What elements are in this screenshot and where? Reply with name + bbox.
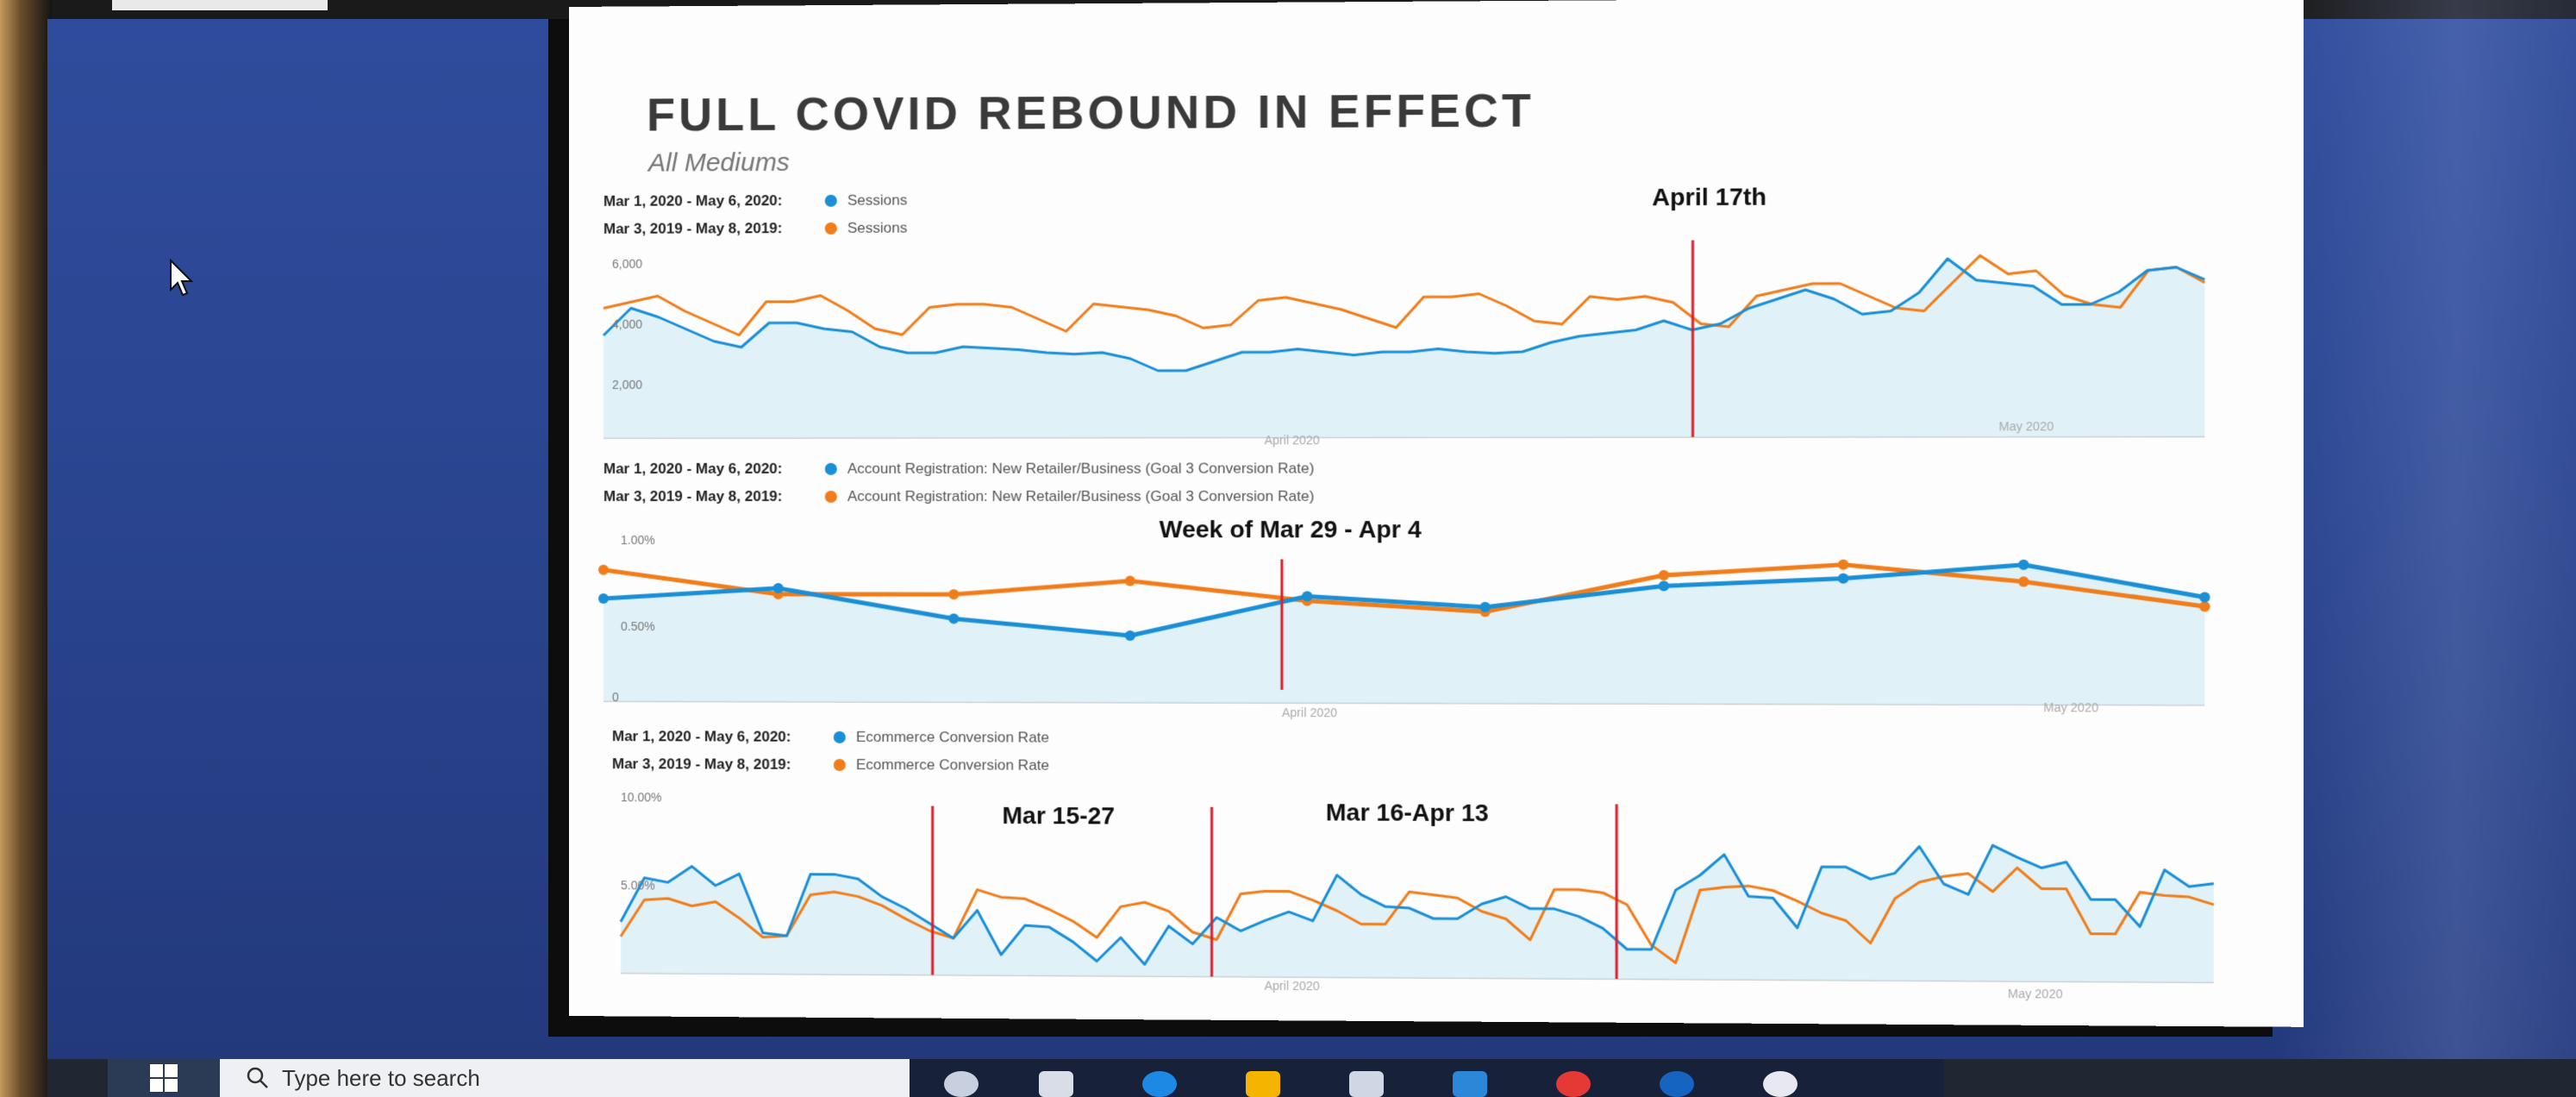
x-tick-label: April 2020: [1265, 979, 1320, 994]
legend-series-name: Sessions: [847, 220, 907, 237]
search-placeholder: Type here to search: [282, 1065, 480, 1092]
legend-series-name: Ecommerce Conversion Rate: [856, 729, 1049, 747]
legend-dot-previous: [825, 223, 837, 235]
series-area-fill: [603, 258, 2204, 438]
legend-dot-current: [825, 463, 837, 475]
account-registration-legend: Mar 1, 2020 - May 6, 2020: Account Regis…: [603, 454, 1314, 511]
monitor-glare: [2276, 0, 2576, 1097]
y-tick-label: 4,000: [612, 317, 642, 331]
taskbar-search-box[interactable]: Type here to search: [220, 1059, 910, 1097]
ecommerce-conversion-chart: Mar 1, 2020 - May 6, 2020: Ecommerce Con…: [569, 723, 2304, 1019]
legend-date-range: Mar 3, 2019 - May 8, 2019:: [612, 755, 820, 774]
legend-row-previous: Mar 3, 2019 - May 8, 2019: Ecommerce Con…: [612, 750, 1049, 780]
taskbar: Type here to search: [47, 1059, 2576, 1097]
data-point: [1125, 576, 1135, 586]
x-tick-label: May 2020: [1998, 419, 2054, 433]
sessions-legend: Mar 1, 2020 - May 6, 2020: Sessions Mar …: [603, 186, 907, 242]
legend-dot-previous: [825, 491, 837, 503]
chrome-icon[interactable]: [1556, 1071, 1591, 1097]
legend-date-range: Mar 3, 2019 - May 8, 2019:: [603, 488, 811, 505]
x-tick-label: April 2020: [1265, 433, 1320, 447]
task-view-icon[interactable]: [1039, 1071, 1073, 1097]
legend-dot-current: [834, 731, 846, 743]
y-tick-label: 0: [612, 690, 619, 704]
x-tick-label: May 2020: [2008, 987, 2063, 1001]
legend-date-range: Mar 1, 2020 - May 6, 2020:: [603, 192, 811, 210]
sessions-chart: Mar 1, 2020 - May 6, 2020: Sessions Mar …: [569, 181, 2304, 464]
slide-subtitle: All Mediums: [648, 148, 790, 179]
data-point: [598, 565, 609, 575]
legend-row-current: Mar 1, 2020 - May 6, 2020: Sessions: [603, 186, 907, 215]
legend-row-current: Mar 1, 2020 - May 6, 2020: Account Regis…: [603, 454, 1314, 483]
data-point: [1302, 591, 1312, 601]
data-point: [1659, 570, 1669, 580]
mail-icon[interactable]: [1453, 1071, 1487, 1097]
data-point: [1838, 560, 1848, 570]
app-title-tab[interactable]: [112, 0, 328, 10]
account-registration-chart: Mar 1, 2020 - May 6, 2020: Account Regis…: [569, 454, 2304, 728]
y-tick-label: 0.50%: [621, 619, 655, 633]
edge-icon[interactable]: [1142, 1071, 1177, 1097]
legend-series-name: Account Registration: New Retailer/Busin…: [847, 488, 1314, 505]
annotation-mar-15-27: Mar 15-27: [1002, 802, 1115, 831]
data-point: [773, 583, 784, 593]
store-icon[interactable]: [1349, 1071, 1384, 1097]
data-point: [2199, 592, 2210, 602]
search-icon: [246, 1066, 270, 1090]
legend-date-range: Mar 1, 2020 - May 6, 2020:: [612, 728, 820, 746]
presentation-slide: FULL COVID REBOUND IN EFFECT All Mediums…: [569, 0, 2304, 1027]
data-point: [1480, 602, 1491, 612]
legend-series-name: Ecommerce Conversion Rate: [856, 756, 1049, 774]
legend-dot-current: [825, 195, 837, 207]
x-tick-label: April 2020: [1282, 705, 1337, 719]
windows-logo-icon: [148, 1063, 179, 1094]
annotation-mar-16-apr-13: Mar 16-Apr 13: [1326, 799, 1489, 827]
y-tick-label: 6,000: [612, 257, 642, 271]
legend-row-previous: Mar 3, 2019 - May 8, 2019: Account Regis…: [603, 483, 1314, 511]
mouse-cursor-icon: [169, 259, 195, 298]
start-button[interactable]: [108, 1059, 220, 1097]
y-tick-label: 5.00%: [621, 878, 655, 892]
legend-series-name: Account Registration: New Retailer/Busin…: [847, 460, 1314, 477]
active-app-icon[interactable]: [1763, 1071, 1798, 1097]
ecommerce-conversion-legend: Mar 1, 2020 - May 6, 2020: Ecommerce Con…: [612, 723, 1049, 780]
y-tick-label: 2,000: [612, 378, 642, 392]
legend-row-current: Mar 1, 2020 - May 6, 2020: Ecommerce Con…: [612, 723, 1049, 752]
x-tick-label: May 2020: [2043, 700, 2098, 714]
data-point: [2018, 560, 2029, 570]
legend-date-range: Mar 1, 2020 - May 6, 2020:: [603, 461, 811, 478]
legend-dot-previous: [834, 759, 846, 771]
file-explorer-icon[interactable]: [1246, 1071, 1280, 1097]
y-tick-label: 10.00%: [621, 790, 662, 804]
data-point: [1659, 580, 1669, 591]
cortana-icon[interactable]: [944, 1071, 979, 1097]
series-area-fill: [603, 564, 2204, 705]
data-point: [2199, 601, 2210, 611]
legend-row-previous: Mar 3, 2019 - May 8, 2019: Sessions: [603, 215, 907, 243]
annotation-week-of-mar-29: Week of Mar 29 - Apr 4: [1160, 516, 1422, 543]
legend-date-range: Mar 3, 2019 - May 8, 2019:: [603, 220, 811, 238]
data-point: [598, 593, 609, 604]
data-point: [1125, 630, 1135, 641]
data-point: [2018, 576, 2029, 586]
monitor-bezel-left: [0, 0, 52, 1097]
y-tick-label: 1.00%: [621, 533, 655, 547]
app-icon[interactable]: [1660, 1071, 1694, 1097]
legend-series-name: Sessions: [847, 191, 907, 209]
annotation-april-17: April 17th: [1652, 183, 1766, 211]
data-point: [948, 613, 959, 624]
taskbar-pinned-apps: [910, 1059, 1944, 1097]
data-point: [1838, 574, 1848, 584]
data-point: [948, 589, 959, 599]
slide-title: FULL COVID REBOUND IN EFFECT: [647, 84, 1535, 142]
